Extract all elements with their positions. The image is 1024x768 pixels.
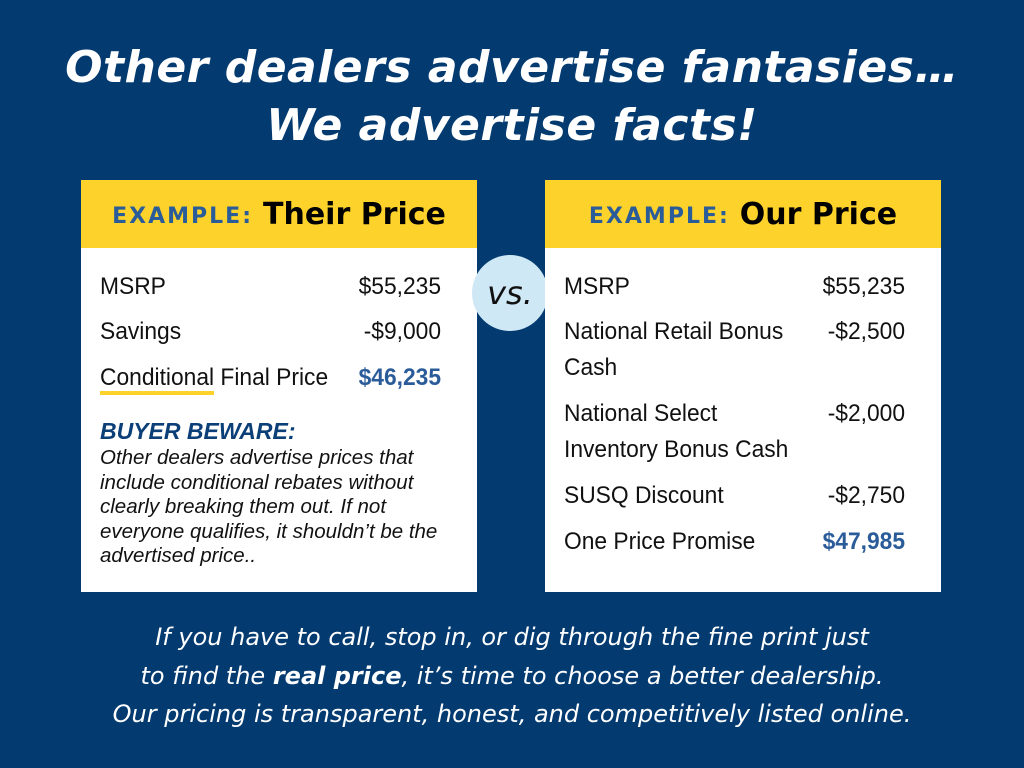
final-price-value: $47,985 [822,528,906,555]
row-label: Conditional Final Price [100,360,328,396]
their-price-card: EXAMPLE: Their Price MSRP $55,235 Saving… [81,180,477,592]
card-title: Their Price [263,196,446,232]
example-label: EXAMPLE: [112,203,253,229]
price-row: MSRP $55,235 [564,269,905,305]
buyer-beware-text: Other dealers advertise prices that incl… [100,446,438,567]
row-value: -$2,750 [827,482,906,509]
example-label: EXAMPLE: [588,203,730,229]
footer-text-part: to find the [140,661,273,690]
row-label: SUSQ Discount [564,482,724,509]
footer-line-1: If you have to call, stop in, or dig thr… [155,623,869,651]
footer-emphasis: real price [272,661,402,690]
row-label: Savings [100,318,182,345]
row-value: $55,235 [358,273,442,300]
row-label: One Price Promise [564,528,756,555]
price-row: National Select Inventory Bonus Cash -$2… [564,396,905,468]
price-row: MSRP $55,235 [100,269,441,305]
footer-text-part: , it’s time to choose a better dealershi… [401,661,884,690]
row-label: MSRP [564,273,630,300]
our-price-card: EXAMPLE: Our Price MSRP $55,235 National… [545,180,941,592]
card-title: Our Price [739,196,898,232]
footer-text: If you have to call, stop in, or dig thr… [0,618,1024,734]
headline-line-1: Other dealers advertise fantasies… [65,42,959,93]
row-label: MSRP [100,273,166,300]
row-label-rest: Final Price [214,364,329,391]
final-price-row: One Price Promise $47,985 [564,524,905,560]
price-row: Savings -$9,000 [100,314,441,350]
final-price-value: $46,235 [358,364,442,391]
underlined-word: Conditional [100,364,215,395]
price-row: SUSQ Discount -$2,750 [564,478,905,514]
footer-line-2: to find the real price, it’s time to cho… [0,657,1024,696]
row-value: -$9,000 [363,318,442,345]
vs-badge: vs. [472,255,548,331]
row-value: -$2,000 [827,400,906,427]
row-label: National Select Inventory Bonus Cash [564,400,789,463]
footer-line-3: Our pricing is transparent, honest, and … [112,700,912,728]
row-label: National Retail Bonus Cash [564,318,784,381]
row-value: -$2,500 [827,318,906,345]
their-price-header: EXAMPLE: Their Price [81,180,477,248]
final-price-row: Conditional Final Price $46,235 [100,360,441,396]
price-row: National Retail Bonus Cash -$2,500 [564,314,905,386]
our-price-header: EXAMPLE: Our Price [545,180,941,248]
buyer-beware-title: BUYER BEWARE: [100,418,296,444]
headline-line-2: We advertise facts! [266,100,758,151]
row-value: $55,235 [822,273,906,300]
